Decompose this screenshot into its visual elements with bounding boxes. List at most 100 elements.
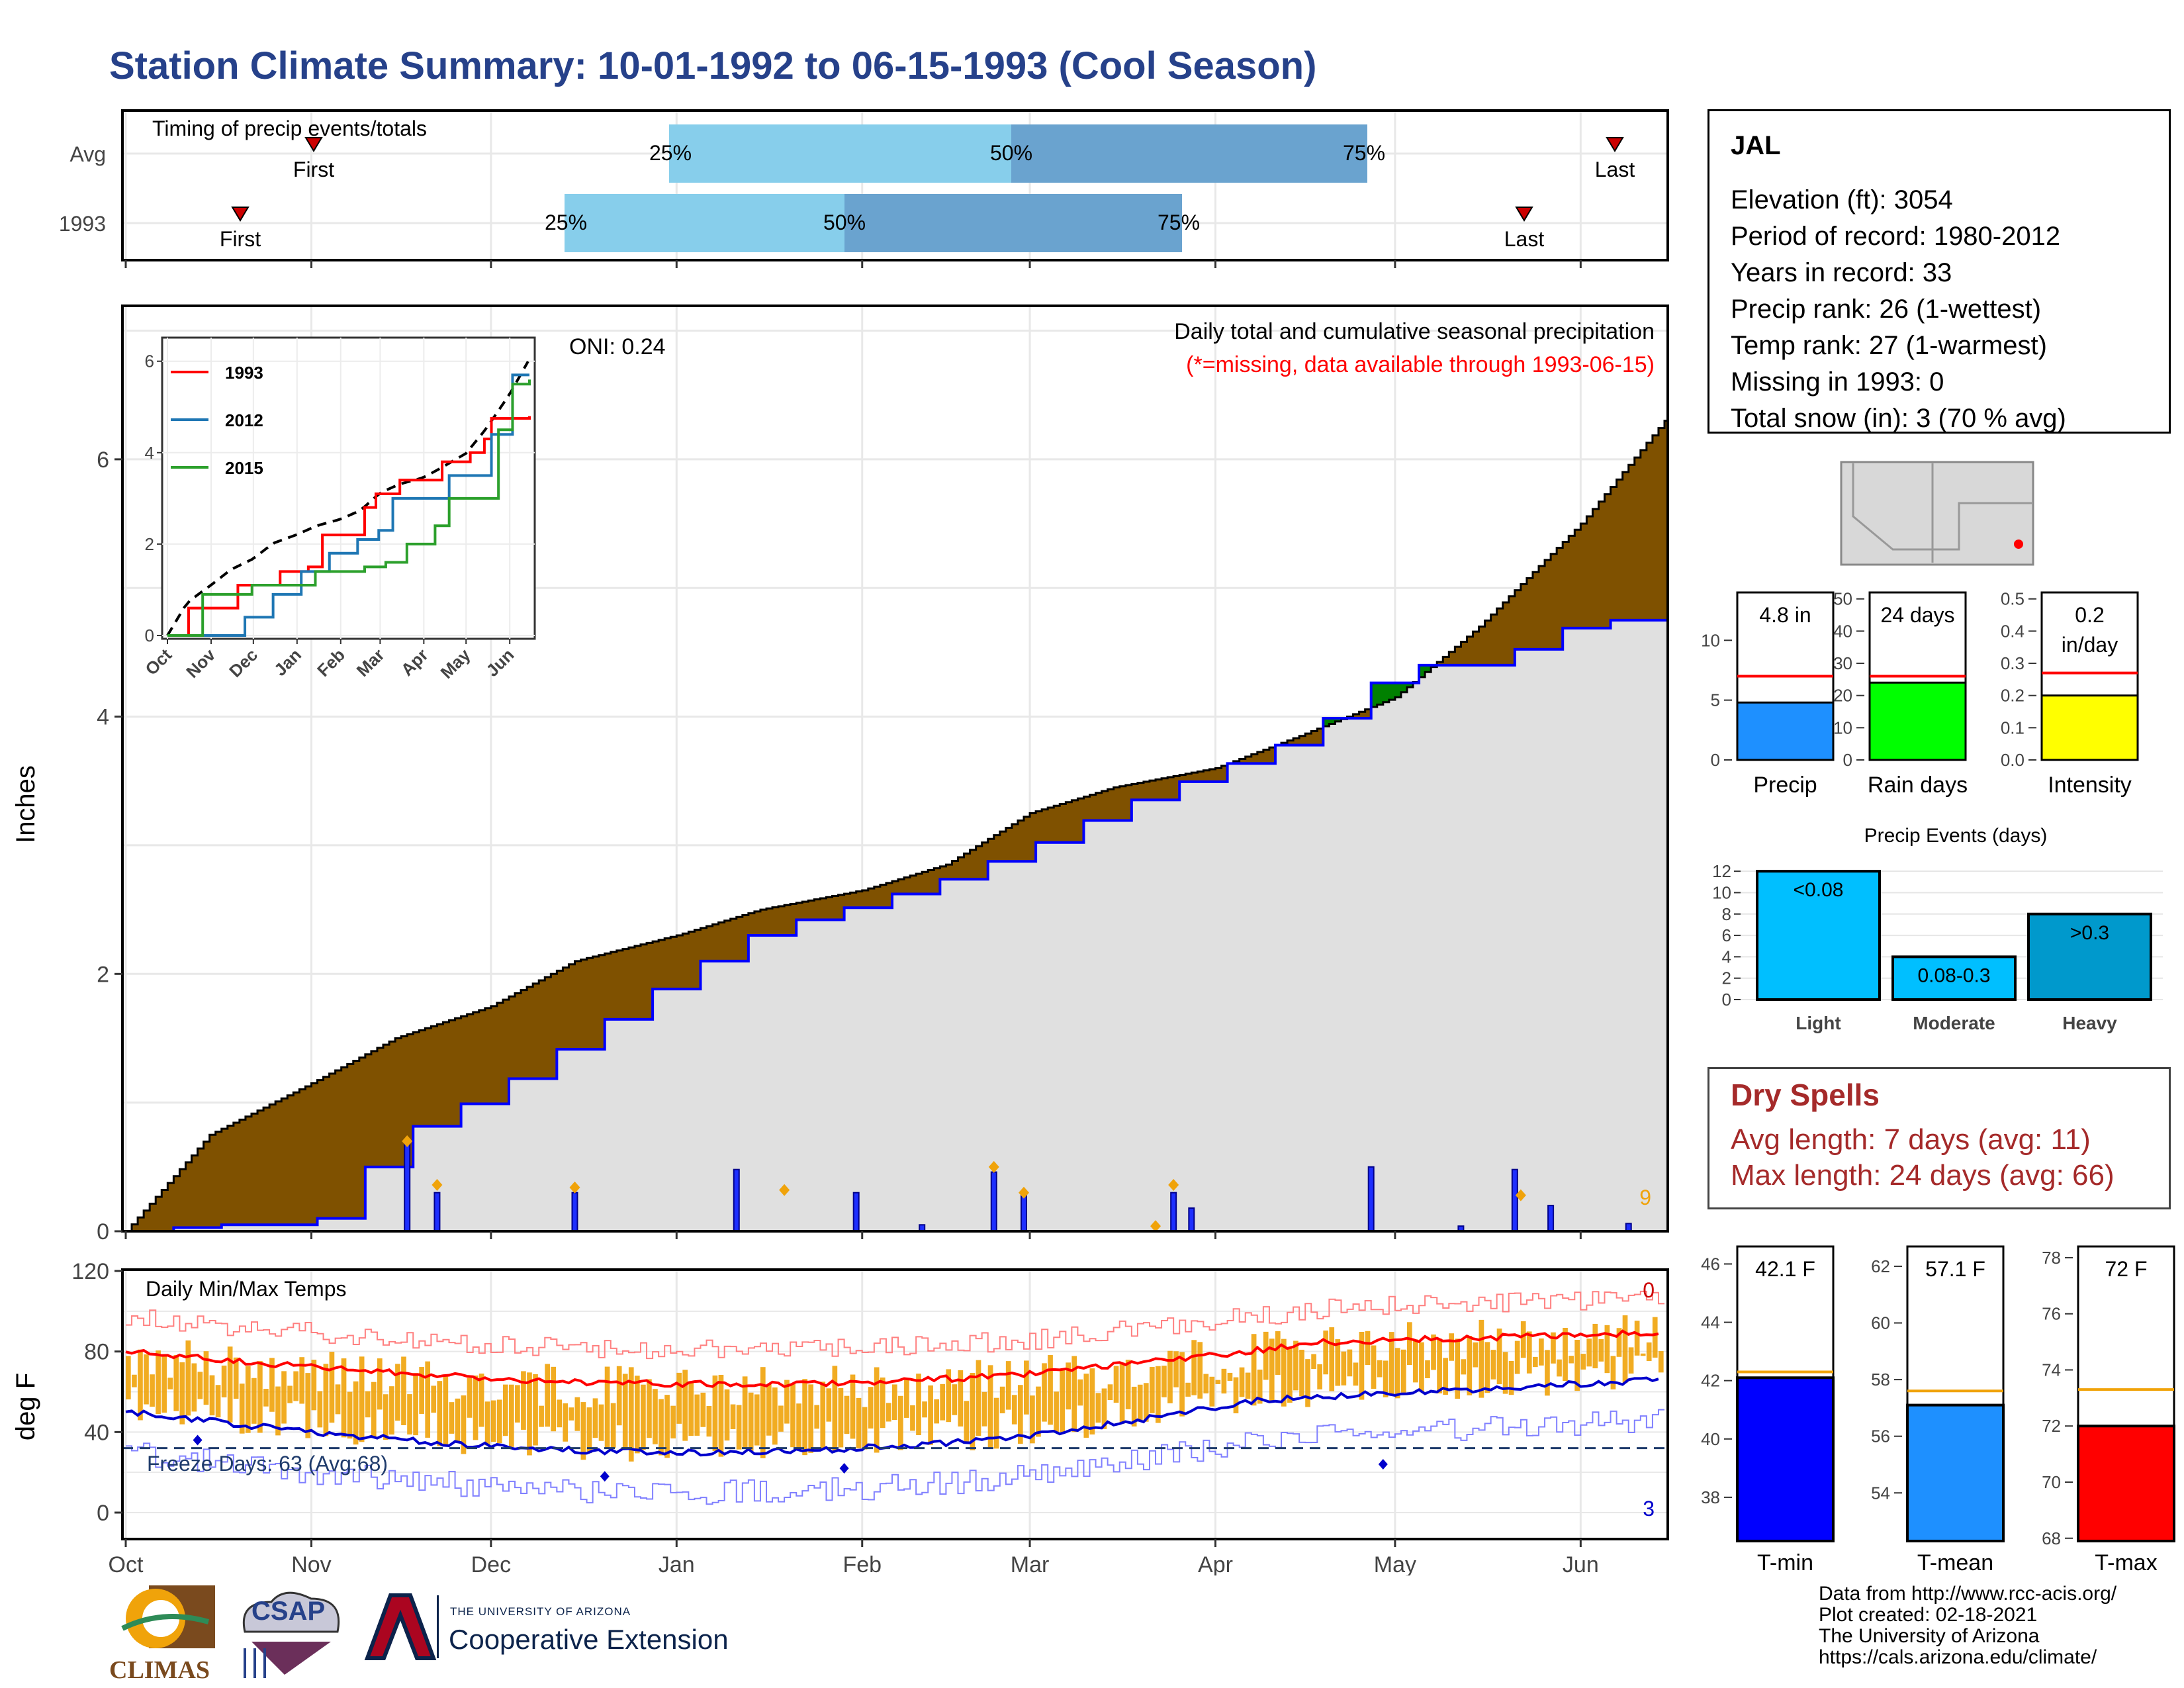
timing-marker-icon	[1606, 137, 1624, 152]
daily-temp-bar	[138, 1349, 143, 1421]
daily-temp-bar	[407, 1394, 412, 1435]
credit-line: Plot created: 02-18-2021	[1819, 1604, 2038, 1626]
inset-y-tick-label: 0	[145, 626, 154, 645]
timing-label-75: 75%	[1158, 211, 1200, 234]
temp-chart-tick-label: 54	[1871, 1483, 1890, 1503]
timing-marker-icon	[304, 137, 323, 152]
y-tick-label: 4	[97, 705, 109, 730]
precip-events-tick-label: 6	[1722, 925, 1731, 945]
temp-chart-tick-label: 78	[2042, 1248, 2061, 1268]
inset-legend-label: 2015	[225, 458, 263, 478]
x-tick-label: Jun	[1563, 1552, 1599, 1575]
daily-temp-bar	[790, 1383, 796, 1448]
daily-temp-bar	[796, 1403, 801, 1449]
temp-chart-bar	[1736, 1376, 1835, 1542]
daily-temp-bar	[1347, 1349, 1353, 1377]
mini-chart-tick-label: 0	[1843, 750, 1852, 770]
daily-temp-bar	[826, 1388, 832, 1422]
temp-chart-bar	[1906, 1403, 2005, 1543]
daily-temp-bar	[569, 1407, 574, 1421]
daily-temp-bar	[598, 1404, 604, 1441]
station-elevation: Elevation (ft): 3054	[1731, 185, 1953, 214]
daily-temp-bar	[1161, 1366, 1167, 1397]
daily-precip-bar	[571, 1192, 578, 1233]
daily-temp-bar	[185, 1340, 191, 1416]
daily-temp-bar	[1156, 1366, 1161, 1423]
daily-temp-bar	[1514, 1340, 1520, 1374]
daily-temp-bar	[1610, 1356, 1616, 1389]
daily-temp-bar	[167, 1378, 173, 1389]
y-tick-label: 80	[84, 1340, 109, 1365]
daily-temp-bar	[1054, 1391, 1059, 1433]
avg-max-line	[125, 1329, 1659, 1388]
daily-temp-bar	[760, 1367, 766, 1458]
daily-temp-bar	[1586, 1338, 1592, 1367]
record-marker	[193, 1434, 203, 1446]
record-marker	[1378, 1459, 1388, 1470]
station-name: JAL	[1731, 131, 1781, 160]
daily-temp-bar	[365, 1391, 371, 1418]
daily-temp-bar	[533, 1374, 538, 1446]
daily-temp-bar	[682, 1370, 688, 1441]
daily-temp-bar	[490, 1400, 496, 1442]
daily-avg-marker	[1515, 1189, 1526, 1201]
inset-frame	[161, 336, 536, 640]
mini-chart-tick-label: 10	[1701, 630, 1720, 650]
daily-temp-bar	[299, 1357, 305, 1404]
inset-legend-label: 2012	[225, 410, 263, 430]
precip-chart: 0 2 4 6 Inches Daily total and cumulative sea…	[11, 305, 1669, 1244]
daily-temp-bar	[1173, 1351, 1179, 1387]
daily-temp-bar	[802, 1379, 807, 1456]
temp-chart-tick-label: 72	[2042, 1416, 2061, 1436]
location-map	[1840, 461, 2034, 566]
daily-temp-bar	[1293, 1340, 1298, 1391]
daily-temp-bar	[191, 1363, 197, 1412]
mini-chart-value: 0.2	[2075, 603, 2104, 627]
timing-row-label: 1993	[59, 212, 106, 236]
daily-temp-bar	[1048, 1355, 1053, 1425]
daily-temp-bar	[1101, 1388, 1107, 1429]
mini-chart-bar	[1736, 701, 1835, 761]
mini-chart-tick-label: 0.3	[2001, 653, 2025, 673]
daily-temp-bar	[958, 1370, 964, 1427]
daily-temp-bar	[431, 1385, 437, 1413]
temp-chart-tick-label: 74	[2042, 1360, 2061, 1380]
mini-chart-tick-label: 0.5	[2001, 589, 2025, 609]
daily-temp-bar	[508, 1384, 514, 1447]
mini-chart-unit: in/day	[2062, 633, 2118, 657]
daily-temp-bar	[622, 1374, 628, 1448]
daily-temp-bar	[700, 1392, 706, 1427]
record-min-line	[126, 1409, 1664, 1505]
daily-avg-marker	[569, 1181, 580, 1194]
station-snow: Total snow (in): 3 (70 % avg)	[1731, 404, 2066, 433]
timing-marker-label: Last	[1504, 227, 1545, 251]
daily-avg-marker	[779, 1184, 790, 1196]
timing-marker-icon	[1515, 207, 1533, 222]
x-tick-label: Feb	[842, 1552, 882, 1575]
y-tick-label: 6	[97, 447, 109, 473]
daily-temp-bar	[1394, 1348, 1400, 1399]
daily-temp-bar	[515, 1385, 520, 1423]
daily-temp-bar	[132, 1374, 137, 1387]
daily-temp-bar	[970, 1373, 976, 1450]
daily-temp-bar	[443, 1376, 449, 1444]
daily-temp-bar	[257, 1361, 263, 1433]
precip-event-value: 0.08-0.3	[1917, 964, 1990, 986]
daily-temp-bar	[778, 1405, 784, 1432]
daily-temp-bar	[353, 1381, 359, 1445]
daily-temp-bar	[1520, 1321, 1526, 1358]
mini-chart-label: Precip	[1753, 773, 1817, 798]
timing-panel: 25% 50% 75% 25% 50% 75% First Last First Last Timi…	[59, 109, 1669, 268]
daily-precip-bar	[433, 1192, 441, 1233]
inset-series-2015	[167, 379, 531, 637]
daily-precip-bar	[1170, 1192, 1177, 1233]
timing-marker-label: First	[293, 158, 334, 181]
daily-temp-bar	[616, 1366, 622, 1426]
daily-temp-bar	[1569, 1356, 1574, 1364]
daily-temp-bar	[1526, 1331, 1532, 1374]
daily-temp-bar	[999, 1386, 1005, 1414]
temp-chart-value: 42.1 F	[1755, 1257, 1815, 1281]
y-tick-label: 120	[71, 1259, 109, 1284]
daily-temp-bar	[1042, 1363, 1047, 1422]
daily-temp-bar	[263, 1389, 269, 1407]
